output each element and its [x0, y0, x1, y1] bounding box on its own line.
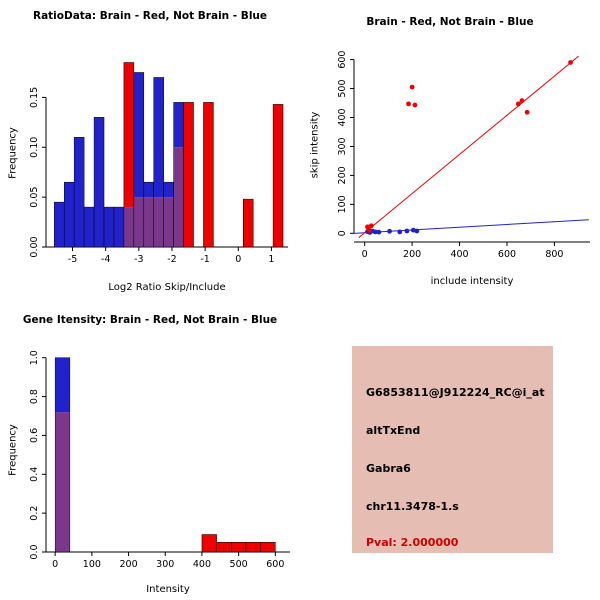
scatter-xlabel: include intensity: [430, 276, 514, 287]
gene-histogram-title: Gene Itensity: Brain - Red, Not Brain - …: [22, 314, 278, 326]
svg-text:1: 1: [268, 254, 274, 265]
svg-text:200: 200: [337, 166, 348, 184]
event-type-text: altTxEnd: [366, 424, 421, 437]
panel-gene-histogram: Gene Itensity: Brain - Red, Not Brain - …: [0, 300, 300, 600]
svg-text:0.05: 0.05: [29, 187, 40, 208]
gene-name-text: Gabra6: [366, 462, 411, 475]
ratio-histogram-title: RatioData: Brain - Red, Not Brain - Blue: [32, 10, 268, 22]
chromosome-location-text: chr11.3478-1.s: [366, 500, 459, 513]
ratio-histogram-xlabel: Log2 Ratio Skip/Include: [108, 282, 226, 293]
svg-text:500: 500: [337, 79, 348, 97]
scatter-title: Brain - Red, Not Brain - Blue: [366, 16, 534, 28]
svg-text:0: 0: [235, 254, 241, 265]
gene-info-box: G6853811@J912224_RC@i_at altTxEnd Gabra6…: [352, 346, 553, 553]
gene-histogram-chart: 0 100 200 300 400 500 600 0.0 0.2 0.4 0.6 0.8 1.0: [29, 350, 290, 570]
svg-text:400: 400: [337, 108, 348, 126]
svg-text:0.0: 0.0: [29, 544, 40, 559]
svg-text:400: 400: [450, 249, 468, 260]
svg-text:200: 200: [119, 559, 137, 570]
svg-text:1.0: 1.0: [29, 350, 40, 365]
svg-text:0.00: 0.00: [29, 236, 40, 257]
panel-ratio-histogram: RatioData: Brain - Red, Not Brain - Blue…: [0, 0, 300, 300]
ratio-histogram-chart: -5 -4 -3 -2 -1 0 1 0.00 0.05 0.10 0.15: [29, 62, 288, 265]
svg-text:0.8: 0.8: [29, 389, 40, 404]
svg-text:300: 300: [337, 137, 348, 155]
svg-text:-5: -5: [68, 254, 77, 265]
svg-text:0.2: 0.2: [29, 506, 40, 521]
svg-text:-1: -1: [200, 254, 209, 265]
panel-gene-info: G6853811@J912224_RC@i_at altTxEnd Gabra6…: [300, 300, 600, 600]
svg-text:800: 800: [545, 249, 563, 260]
svg-text:300: 300: [156, 559, 174, 570]
svg-text:0.6: 0.6: [29, 428, 40, 443]
svg-text:-4: -4: [101, 254, 110, 265]
gene-histogram-xlabel: Intensity: [146, 584, 190, 595]
svg-text:0.4: 0.4: [29, 467, 40, 482]
svg-text:0: 0: [337, 230, 348, 236]
probe-id-text: G6853811@J912224_RC@i_at: [366, 386, 545, 399]
svg-text:0: 0: [362, 249, 368, 260]
svg-text:100: 100: [337, 195, 348, 213]
pval-text: Pval: 2.000000: [366, 536, 459, 549]
svg-text:200: 200: [403, 249, 421, 260]
svg-text:600: 600: [498, 249, 516, 260]
svg-text:0.10: 0.10: [29, 137, 40, 158]
svg-text:400: 400: [193, 559, 211, 570]
intensity-scatter-chart: 0 200 400 600 800 0 100 200 300 400 500 600: [337, 51, 590, 260]
svg-text:100: 100: [83, 559, 101, 570]
svg-text:600: 600: [266, 559, 284, 570]
svg-text:0.15: 0.15: [29, 87, 40, 108]
svg-text:0: 0: [52, 559, 58, 570]
svg-text:600: 600: [337, 51, 348, 69]
svg-text:-2: -2: [167, 254, 176, 265]
panel-intensity-scatter: Brain - Red, Not Brain - Blue skip inten…: [300, 0, 600, 300]
svg-text:-3: -3: [134, 254, 143, 265]
svg-text:500: 500: [230, 559, 248, 570]
